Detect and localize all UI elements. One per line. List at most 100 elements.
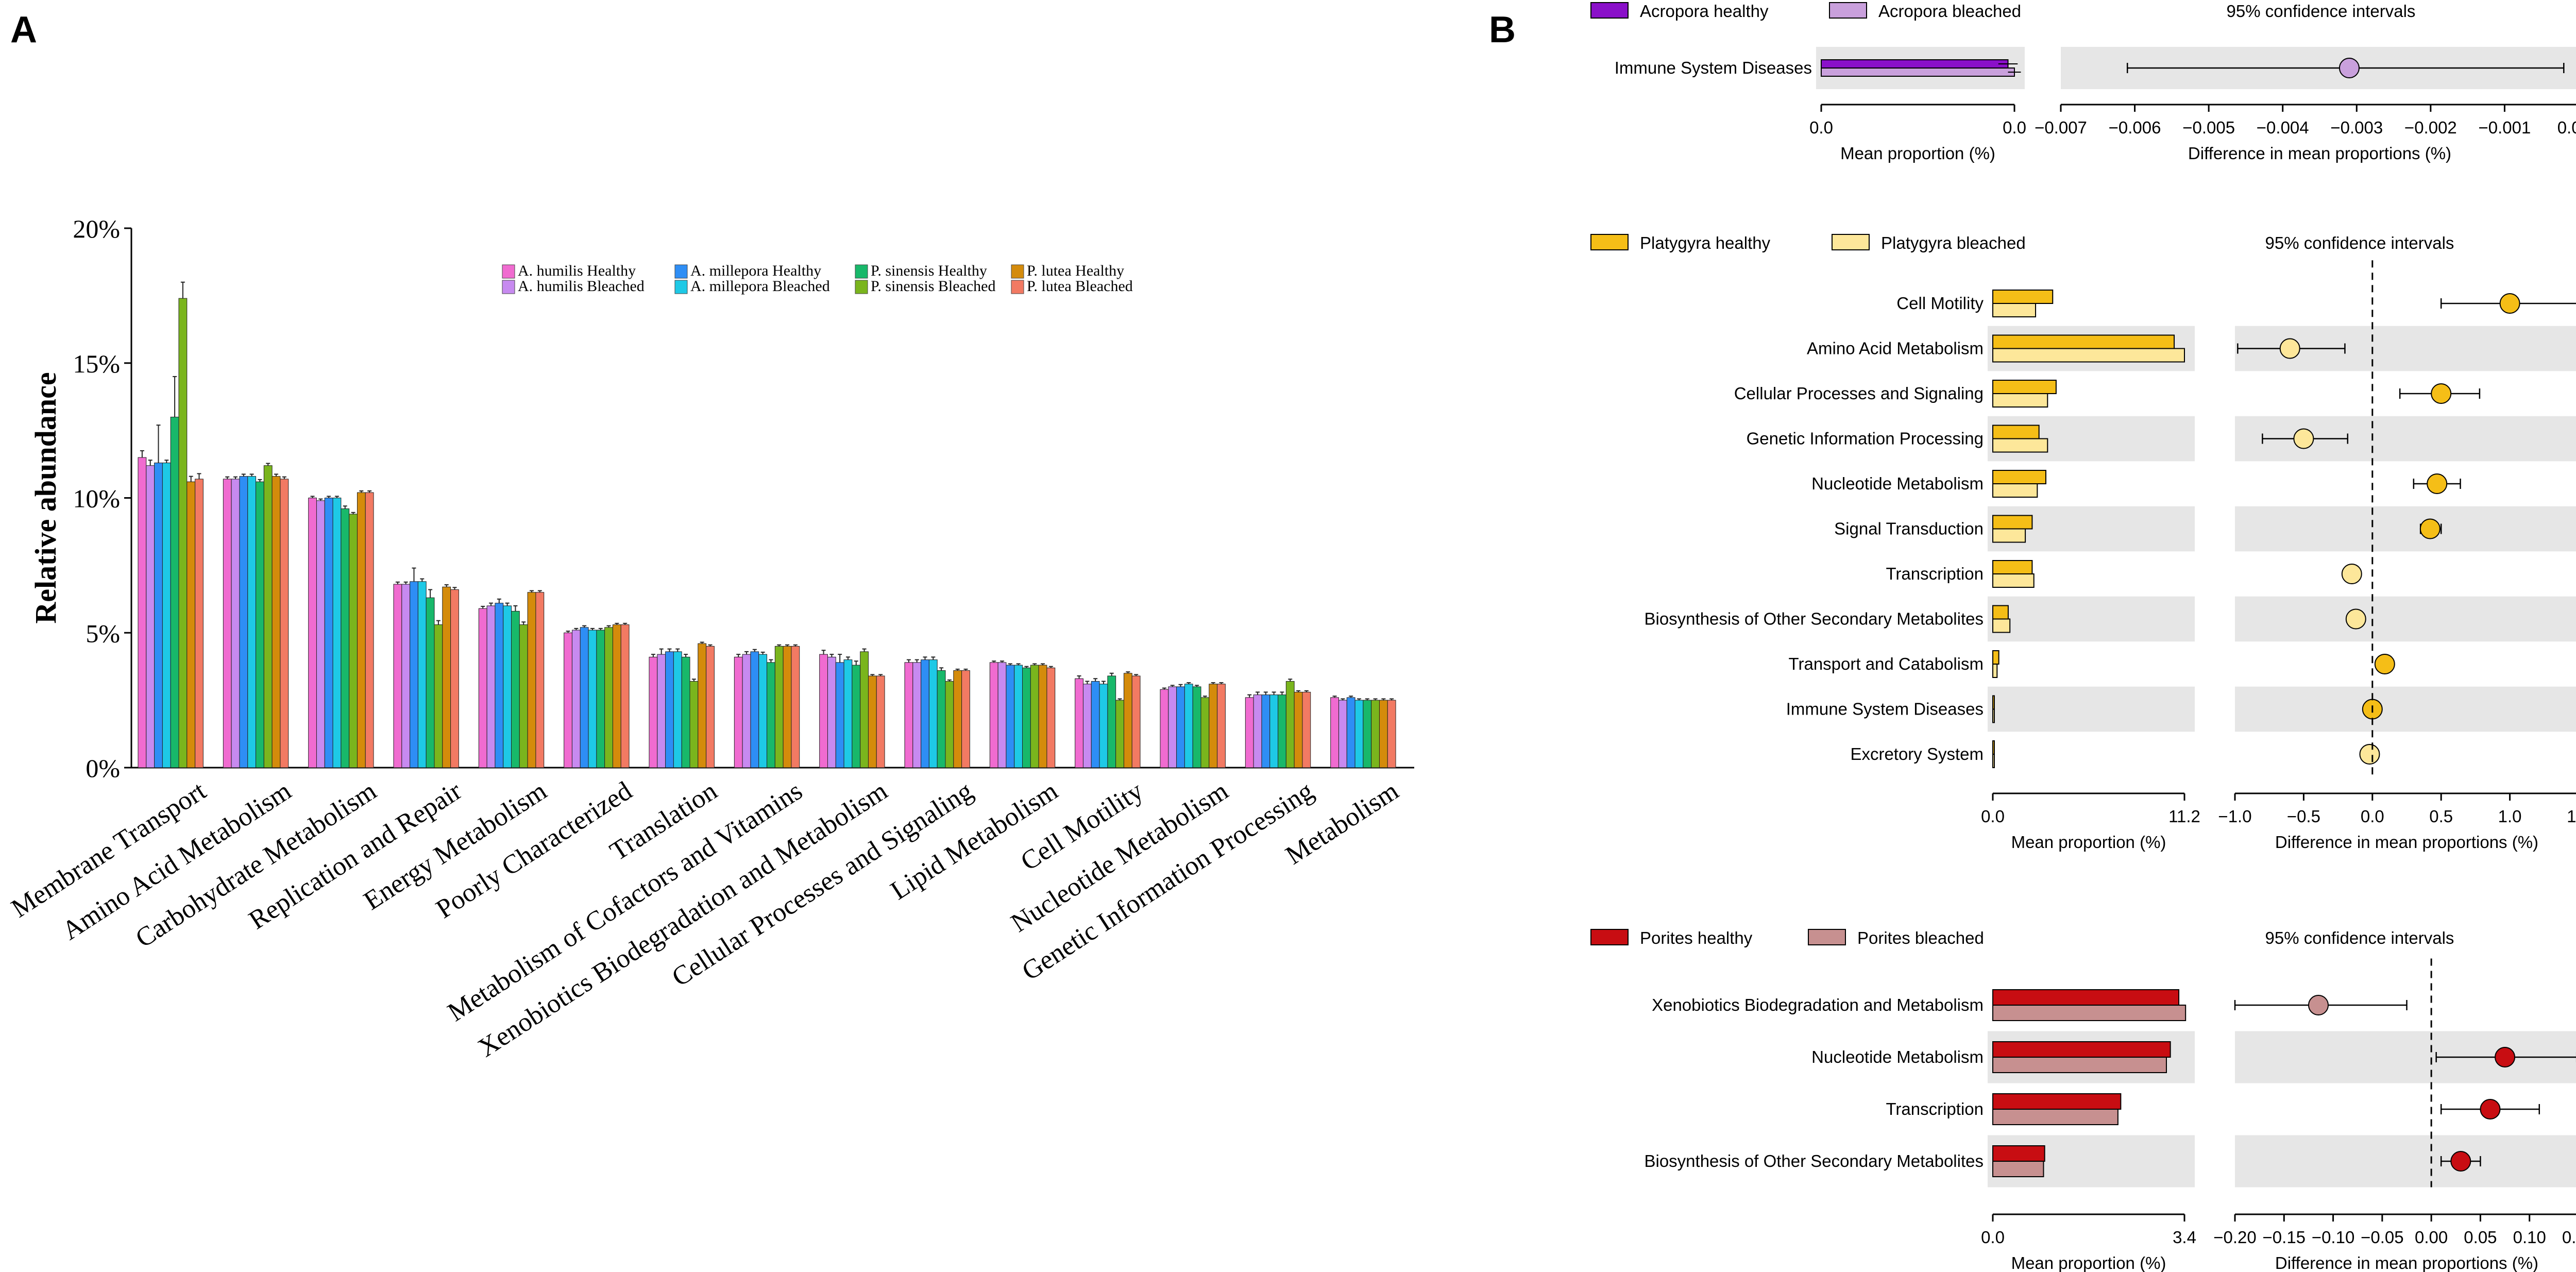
panel-label-b: B xyxy=(1489,9,1516,50)
bar xyxy=(478,608,487,768)
right-x-tick-label: −0.10 xyxy=(2312,1228,2355,1247)
bar-healthy xyxy=(1992,650,1999,665)
bar xyxy=(580,627,589,768)
bar xyxy=(486,605,496,768)
bar xyxy=(401,584,411,768)
bar-bleached xyxy=(1992,573,2035,588)
bar xyxy=(961,670,970,768)
bar-bleached xyxy=(1992,1005,2187,1021)
diff-point xyxy=(2480,1099,2501,1120)
bar xyxy=(876,675,885,768)
bar-healthy xyxy=(1992,740,1995,755)
feature-label: Transport and Catabolism xyxy=(1789,654,1984,673)
bar xyxy=(1091,681,1100,768)
right-x-tick-label: 0.15 xyxy=(2562,1228,2576,1247)
bar xyxy=(146,465,155,768)
right-x-tick-label: −0.20 xyxy=(2213,1228,2257,1247)
y-axis-label: Relative abundance xyxy=(29,372,62,623)
bar xyxy=(1131,675,1141,768)
left-x-tick-label: 0.0 xyxy=(2003,118,2026,137)
right-x-tick-label: −0.002 xyxy=(2404,118,2457,137)
bar xyxy=(280,479,289,768)
bar xyxy=(178,298,188,768)
left-x-tick-label: 0.0 xyxy=(1981,807,2005,826)
diff-point xyxy=(2308,995,2329,1015)
feature-label: Biosynthesis of Other Secondary Metaboli… xyxy=(1644,609,1984,629)
row-shade xyxy=(2235,506,2576,552)
bar xyxy=(503,605,512,768)
right-x-tick-label: −0.001 xyxy=(2478,118,2531,137)
bar xyxy=(665,651,674,768)
bar xyxy=(1075,678,1083,768)
bar xyxy=(495,603,504,768)
bar-bleached xyxy=(1821,67,2015,77)
legend-swatch xyxy=(674,280,688,294)
bar xyxy=(1253,694,1262,768)
bar xyxy=(1338,700,1347,768)
bar xyxy=(1107,675,1116,768)
panel-label-a: A xyxy=(10,9,37,50)
diff-point xyxy=(2499,293,2520,314)
left-x-tick-label: 0.0 xyxy=(1809,118,1833,137)
right-x-tick-label: −1.0 xyxy=(2218,807,2251,826)
legend-label: P. sinensis Bleached xyxy=(871,278,995,295)
feature-label: Nucleotide Metabolism xyxy=(1811,1047,1984,1066)
right-x-axis-label: Difference in mean proportions (%) xyxy=(2275,833,2538,852)
right-x-tick-label: −0.006 xyxy=(2109,118,2161,137)
legend-label: A. millepora Bleached xyxy=(690,278,830,295)
bar xyxy=(997,662,1007,768)
left-x-axis-label: Mean proportion (%) xyxy=(1840,144,1995,163)
right-x-tick-label: 0.00 xyxy=(2415,1228,2448,1247)
ci-title: 95% confidence intervals xyxy=(2265,233,2454,252)
feature-label: Biosynthesis of Other Secondary Metaboli… xyxy=(1644,1151,1984,1171)
bar xyxy=(442,586,451,768)
ci-title: 95% confidence intervals xyxy=(2265,928,2454,947)
bar xyxy=(417,581,427,768)
bar xyxy=(162,462,171,768)
legend-label: P. lutea Bleached xyxy=(1027,278,1133,295)
bar xyxy=(170,416,179,768)
bar-bleached xyxy=(1992,1161,2044,1177)
bar xyxy=(263,465,273,768)
diff-point xyxy=(2359,744,2380,765)
bar xyxy=(1082,684,1092,768)
bar xyxy=(989,662,998,768)
right-x-tick-label: 1.0 xyxy=(2498,807,2522,826)
bar-bleached xyxy=(1992,664,1998,678)
legend-swatch xyxy=(855,280,868,294)
legend-swatch xyxy=(855,264,868,279)
bar xyxy=(272,476,281,768)
feature-label: Transcription xyxy=(1886,564,1984,583)
bar xyxy=(1014,665,1023,768)
bar xyxy=(783,646,792,768)
bar xyxy=(596,630,605,768)
bar xyxy=(904,662,913,768)
bar xyxy=(1030,665,1039,768)
feature-label: Cell Motility xyxy=(1896,294,1984,313)
bar xyxy=(1302,691,1311,768)
bar xyxy=(945,681,954,768)
ci-title: 95% confidence intervals xyxy=(2227,2,2416,21)
right-x-tick-label: −0.5 xyxy=(2287,807,2320,826)
legend-swatch-healthy xyxy=(1590,2,1629,19)
panel-b-porites-extended-error-bar: Porites healthy Porites bleached 95% confi… xyxy=(1590,928,2576,1272)
right-x-tick-label: 0.10 xyxy=(2513,1228,2546,1247)
y-tick-label: 10% xyxy=(73,484,120,513)
legend-swatch-bleached xyxy=(1832,234,1870,250)
bar-bleached xyxy=(1992,754,1995,768)
legend-swatch-bleached xyxy=(1808,929,1846,945)
bar xyxy=(138,457,147,768)
bar xyxy=(1217,684,1226,768)
bar-bleached xyxy=(1992,438,2048,453)
diff-point xyxy=(2495,1047,2516,1067)
bar xyxy=(1022,667,1031,768)
diff-point xyxy=(2450,1151,2471,1172)
diff-point xyxy=(2345,608,2366,630)
bar xyxy=(843,659,853,768)
bar xyxy=(1330,697,1339,768)
left-x-tick-label: 11.2 xyxy=(2168,807,2200,826)
bar-bleached xyxy=(1992,303,2037,317)
bar xyxy=(1294,691,1303,768)
bar xyxy=(1176,686,1185,768)
